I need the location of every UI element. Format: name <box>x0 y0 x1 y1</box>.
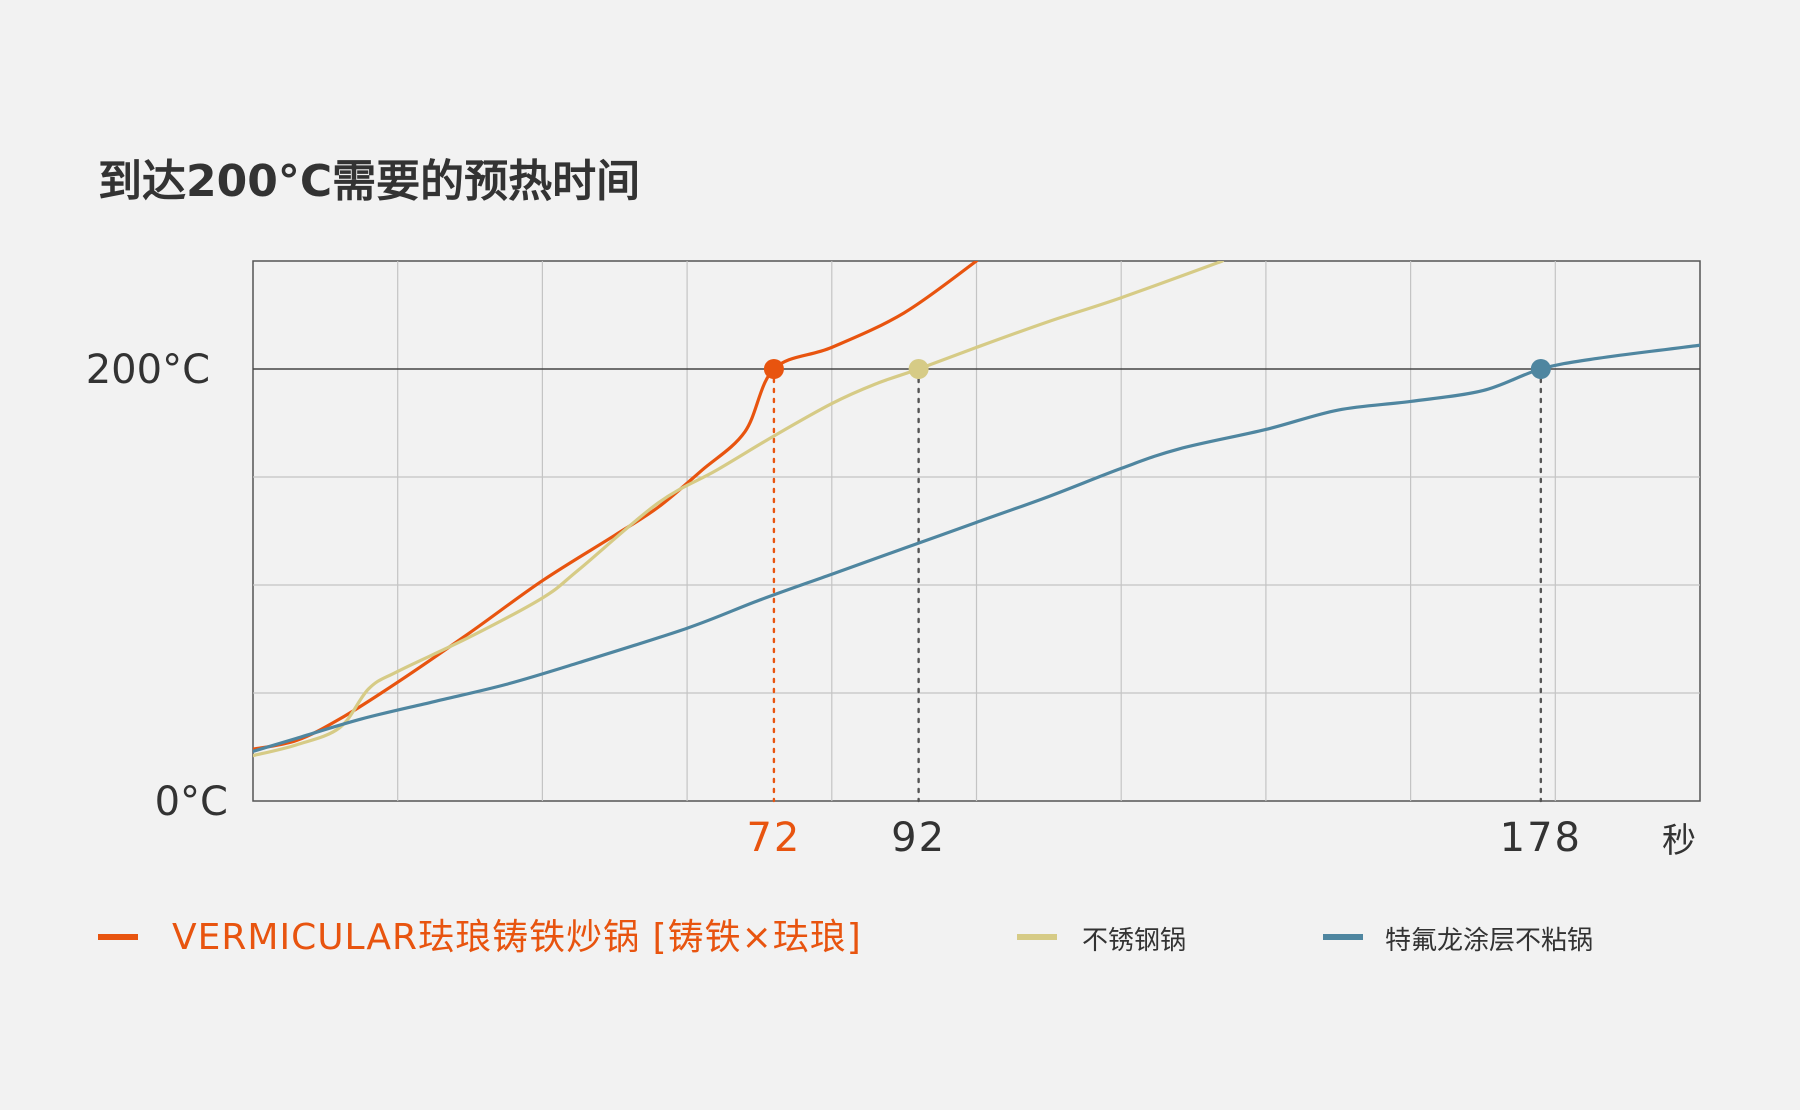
series-line-vermicular <box>253 261 979 751</box>
target-markers <box>772 377 1543 803</box>
legend: VERMICULAR珐琅铸铁炒锅 [铸铁×珐琅] 不锈钢锅 特氟龙涂层不粘锅 <box>98 917 1593 958</box>
series-line-stainless <box>253 261 1225 758</box>
series-lines <box>253 261 1700 758</box>
legend-label: 不锈钢锅 <box>1082 926 1186 956</box>
y-tick-label: 200°C <box>86 347 210 393</box>
x-marker-label: 72 <box>746 815 801 861</box>
legend-item-vermicular: VERMICULAR珐琅铸铁炒锅 [铸铁×珐琅] <box>98 917 862 958</box>
target-point-72 <box>763 359 784 379</box>
legend-label: VERMICULAR珐琅铸铁炒锅 [铸铁×珐琅] <box>172 917 862 958</box>
x-marker-label: 178 <box>1500 815 1582 861</box>
series-line-teflon <box>253 343 1700 753</box>
x-unit-label: 秒 <box>1662 821 1698 861</box>
target-points <box>763 359 1551 379</box>
axis-labels: 200°C 0°C 72 92 178 秒 <box>86 347 1698 861</box>
legend-label: 特氟龙涂层不粘锅 <box>1385 926 1593 956</box>
x-marker-label: 92 <box>891 815 946 861</box>
y-tick-label: 0°C <box>155 779 228 825</box>
chart-title: 到达200°C需要的预热时间 <box>98 156 640 207</box>
legend-item-stainless: 不锈钢锅 <box>1017 926 1186 956</box>
target-point-92 <box>908 359 929 379</box>
target-point-178 <box>1530 359 1551 379</box>
grid <box>252 260 1701 802</box>
legend-item-teflon: 特氟龙涂层不粘锅 <box>1323 926 1593 956</box>
